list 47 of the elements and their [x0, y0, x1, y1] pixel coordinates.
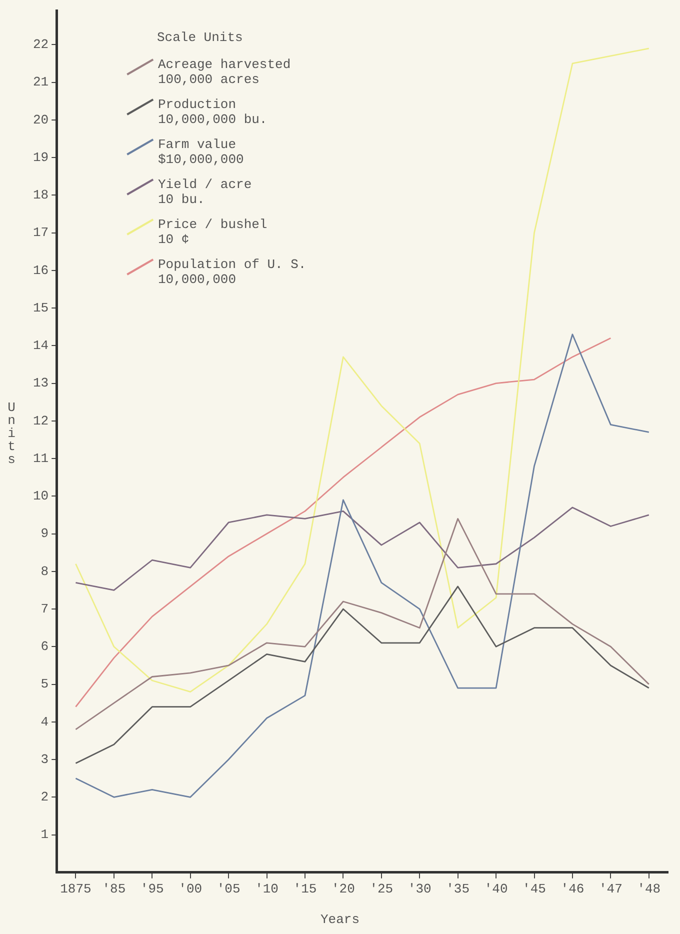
legend-label: Price / bushel 10 ¢ [158, 217, 268, 247]
y-tick-label: 7 [40, 601, 49, 616]
x-tick-label: '30 [408, 882, 432, 897]
x-tick-label: '10 [255, 882, 278, 897]
x-tick-label: '48 [637, 882, 661, 897]
y-tick-label: 10 [32, 488, 49, 504]
x-tick-label: '25 [370, 882, 394, 897]
y-tick-label: 22 [32, 37, 49, 52]
y-axis-title: Units [4, 400, 19, 465]
legend-title: Scale Units [157, 30, 244, 45]
x-tick-label: '15 [293, 882, 317, 897]
y-tick-label: 14 [32, 338, 49, 354]
y-tick-label: 9 [40, 526, 49, 542]
y-tick-label: 20 [32, 112, 49, 128]
x-tick-label: '35 [446, 882, 470, 897]
x-tick-label: '85 [102, 882, 126, 897]
x-tick-label: '05 [216, 882, 240, 897]
y-tick-label: 21 [32, 74, 49, 90]
y-tick-label: 3 [40, 752, 49, 767]
legend-label: Farm value $10,000,000 [158, 137, 244, 167]
x-axis-title: Years [319, 912, 360, 927]
x-tick-label: '45 [522, 882, 546, 897]
y-tick-label: 19 [32, 150, 49, 165]
y-tick-label: 1 [40, 827, 49, 842]
y-tick-label: 17 [32, 225, 49, 240]
y-tick-label: 15 [32, 300, 49, 316]
y-tick-label: 11 [32, 450, 49, 466]
x-tick-label: '47 [598, 882, 622, 897]
legend-label: Population of U. S. 10,000,000 [158, 257, 306, 287]
x-tick-label: '95 [140, 882, 164, 897]
y-tick-label: 16 [32, 262, 49, 278]
x-tick-label: '20 [331, 882, 355, 897]
y-tick-label: 18 [32, 188, 49, 203]
x-tick-label: '00 [178, 882, 202, 897]
x-tick-label: '46 [560, 882, 584, 897]
y-tick-label: 4 [40, 714, 49, 730]
x-tick-label: '40 [484, 882, 508, 897]
y-tick-label: 6 [40, 639, 49, 654]
y-tick-label: 13 [32, 376, 49, 391]
y-tick-label: 12 [32, 413, 49, 428]
y-tick-label: 2 [40, 790, 49, 805]
legend-label: Acreage harvested 100,000 acres [158, 57, 291, 87]
legend-label: Production 10,000,000 bu. [158, 97, 268, 127]
legend-label: Yield / acre 10 bu. [158, 177, 252, 207]
y-tick-label: 5 [40, 676, 49, 692]
x-tick-label: 1875 [60, 882, 92, 897]
y-tick-label: 8 [40, 564, 49, 579]
